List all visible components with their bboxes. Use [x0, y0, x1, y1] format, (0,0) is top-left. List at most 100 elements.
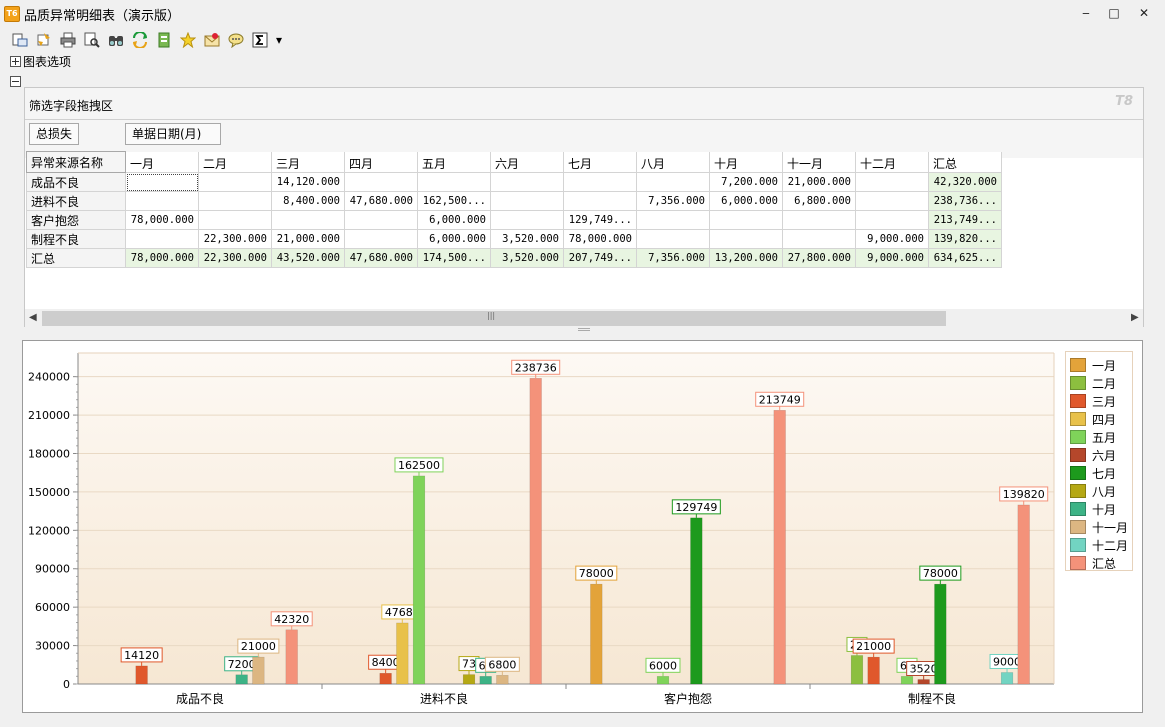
table-cell[interactable]: 27,800.000 — [782, 248, 856, 268]
scroll-right-icon[interactable]: ▶ — [1131, 312, 1139, 323]
table-cell[interactable]: 21,000.000 — [782, 172, 856, 192]
table-cell[interactable]: 42,320.000 — [928, 172, 1002, 192]
table-cell[interactable]: 129,749... — [563, 210, 637, 230]
table-cell[interactable]: 8,400.000 — [271, 191, 345, 211]
chart-options-toggle[interactable]: 图表选项 — [10, 53, 71, 70]
table-cell[interactable]: 13,200.000 — [709, 248, 783, 268]
close-button[interactable]: ✕ — [1138, 6, 1150, 20]
table-cell[interactable]: 78,000.000 — [563, 229, 637, 249]
table-cell[interactable] — [636, 210, 710, 230]
column-header[interactable]: 十二月 — [855, 151, 929, 173]
horizontal-scrollbar[interactable]: ◀ ||| ▶ — [25, 309, 1143, 327]
scroll-thumb[interactable] — [42, 311, 946, 326]
row-header[interactable]: 进料不良 — [26, 191, 126, 211]
filter-drop-zone[interactable]: 筛选字段拖拽区 T8 — [25, 88, 1143, 120]
column-header[interactable]: 五月 — [417, 151, 491, 173]
table-cell[interactable] — [782, 210, 856, 230]
table-cell[interactable]: 47,680.000 — [344, 191, 418, 211]
table-cell[interactable]: 174,500... — [417, 248, 491, 268]
table-cell[interactable] — [344, 172, 418, 192]
table-cell[interactable] — [490, 210, 564, 230]
row-header[interactable]: 汇总 — [26, 248, 126, 268]
table-cell[interactable] — [344, 229, 418, 249]
print-button[interactable] — [58, 30, 78, 50]
table-cell[interactable]: 7,200.000 — [709, 172, 783, 192]
column-header[interactable]: 三月 — [271, 151, 345, 173]
table-cell[interactable] — [855, 172, 929, 192]
table-cell[interactable] — [563, 191, 637, 211]
table-cell[interactable]: 22,300.000 — [198, 248, 272, 268]
table-cell[interactable] — [198, 191, 272, 211]
table-cell[interactable] — [636, 229, 710, 249]
comment-button[interactable] — [226, 30, 246, 50]
table-cell[interactable]: 21,000.000 — [271, 229, 345, 249]
table-cell[interactable]: 6,000.000 — [417, 229, 491, 249]
scroll-left-icon[interactable]: ◀ — [29, 312, 37, 323]
table-cell[interactable] — [563, 172, 637, 192]
table-cell[interactable] — [271, 210, 345, 230]
table-cell[interactable]: 78,000.000 — [125, 210, 199, 230]
minimize-button[interactable]: ‒ — [1082, 6, 1090, 20]
row-header[interactable]: 成品不良 — [26, 172, 126, 192]
table-cell[interactable] — [417, 172, 491, 192]
table-cell[interactable] — [344, 210, 418, 230]
splitter-handle[interactable] — [578, 328, 590, 331]
table-cell[interactable]: 47,680.000 — [344, 248, 418, 268]
table-cell[interactable]: 7,356.000 — [636, 191, 710, 211]
column-header[interactable]: 六月 — [490, 151, 564, 173]
table-cell[interactable]: 9,000.000 — [855, 248, 929, 268]
column-header[interactable]: 二月 — [198, 151, 272, 173]
table-cell[interactable]: 43,520.000 — [271, 248, 345, 268]
column-header[interactable]: 汇总 — [928, 151, 1002, 173]
table-cell[interactable]: 207,749... — [563, 248, 637, 268]
data-field-button[interactable]: 总损失 — [29, 123, 79, 145]
collapse-icon[interactable] — [10, 76, 21, 87]
table-cell[interactable] — [490, 172, 564, 192]
column-header[interactable]: 七月 — [563, 151, 637, 173]
table-cell[interactable] — [636, 172, 710, 192]
table-cell[interactable]: 9,000.000 — [855, 229, 929, 249]
table-cell[interactable]: 634,625... — [928, 248, 1002, 268]
sum-button[interactable] — [250, 30, 270, 50]
table-cell[interactable] — [490, 191, 564, 211]
column-header[interactable]: 四月 — [344, 151, 418, 173]
favorite-button[interactable] — [178, 30, 198, 50]
table-cell[interactable]: 22,300.000 — [198, 229, 272, 249]
table-cell[interactable] — [125, 229, 199, 249]
row-header[interactable]: 制程不良 — [26, 229, 126, 249]
table-cell[interactable]: 6,000.000 — [709, 191, 783, 211]
table-cell[interactable] — [855, 210, 929, 230]
table-cell[interactable]: 78,000.000 — [125, 248, 199, 268]
maximize-button[interactable]: □ — [1108, 6, 1120, 20]
column-header[interactable]: 一月 — [125, 151, 199, 173]
table-cell[interactable]: 238,736... — [928, 191, 1002, 211]
row-header[interactable]: 客户抱怨 — [26, 210, 126, 230]
table-cell[interactable] — [125, 172, 199, 192]
sum-dropdown[interactable]: ▾ — [275, 33, 283, 47]
excel-button[interactable] — [154, 30, 174, 50]
table-cell[interactable]: 3,520.000 — [490, 229, 564, 249]
table-cell[interactable] — [198, 172, 272, 192]
row-field-button[interactable]: 异常来源名称 — [26, 151, 126, 173]
table-cell[interactable]: 14,120.000 — [271, 172, 345, 192]
table-cell[interactable]: 6,000.000 — [417, 210, 491, 230]
print-preview-button[interactable] — [82, 30, 102, 50]
column-field-button[interactable]: 单据日期(月) — [125, 123, 221, 145]
table-cell[interactable] — [855, 191, 929, 211]
table-cell[interactable]: 162,500... — [417, 191, 491, 211]
table-cell[interactable] — [709, 229, 783, 249]
column-header[interactable]: 十月 — [709, 151, 783, 173]
export-button[interactable] — [10, 30, 30, 50]
table-cell[interactable]: 213,749... — [928, 210, 1002, 230]
find-button[interactable] — [106, 30, 126, 50]
swap-button[interactable] — [130, 30, 150, 50]
table-cell[interactable]: 6,800.000 — [782, 191, 856, 211]
column-header[interactable]: 八月 — [636, 151, 710, 173]
column-header[interactable]: 十一月 — [782, 151, 856, 173]
table-cell[interactable] — [709, 210, 783, 230]
mail-button[interactable] — [202, 30, 222, 50]
table-cell[interactable]: 139,820... — [928, 229, 1002, 249]
table-cell[interactable]: 3,520.000 — [490, 248, 564, 268]
refresh-button[interactable] — [34, 30, 54, 50]
table-cell[interactable] — [198, 210, 272, 230]
